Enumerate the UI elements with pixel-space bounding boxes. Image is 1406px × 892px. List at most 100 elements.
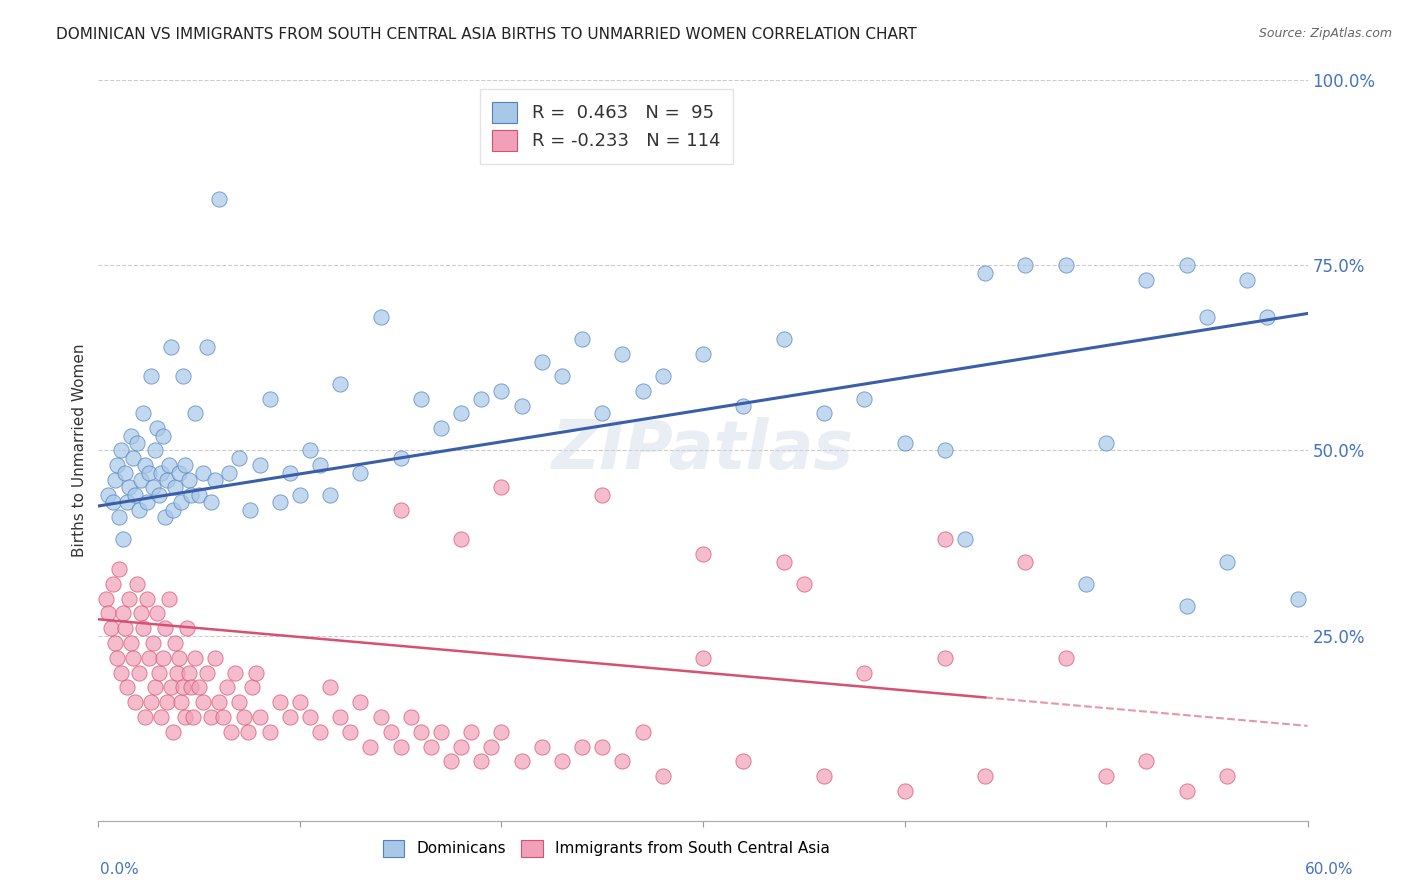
Point [631, 724, 654, 739]
Point [329, 376, 352, 391]
Point [269, 495, 291, 509]
Point [139, 695, 162, 709]
Point [115, 495, 138, 509]
Point [107, 510, 129, 524]
Point [409, 392, 432, 406]
Point [591, 488, 613, 502]
Point [105, 650, 128, 665]
Point [450, 407, 472, 421]
Point [491, 724, 513, 739]
Point [218, 466, 240, 480]
Point [1256, 310, 1278, 325]
Point [245, 665, 267, 680]
Point [114, 466, 136, 480]
Point [195, 665, 218, 680]
Point [110, 665, 132, 680]
Point [193, 466, 215, 480]
Point [162, 724, 184, 739]
Point [217, 681, 239, 695]
Point [612, 347, 634, 361]
Point [236, 724, 259, 739]
Point [389, 739, 412, 754]
Point [934, 443, 956, 458]
Point [530, 354, 553, 368]
Text: 0.0%: 0.0% [100, 863, 139, 877]
Point [772, 555, 794, 569]
Point [1175, 259, 1198, 273]
Point [188, 488, 211, 502]
Point [176, 621, 198, 635]
Point [470, 755, 492, 769]
Point [121, 650, 143, 665]
Point [146, 607, 169, 621]
Point [134, 458, 156, 473]
Point [232, 710, 254, 724]
Point [1135, 755, 1157, 769]
Point [143, 443, 166, 458]
Point [299, 710, 322, 724]
Point [813, 769, 835, 783]
Point [319, 488, 342, 502]
Point [142, 480, 165, 494]
Point [249, 710, 271, 724]
Point [200, 710, 222, 724]
Point [96, 591, 118, 606]
Point [591, 407, 613, 421]
Point [1175, 784, 1198, 798]
Point [156, 695, 179, 709]
Point [180, 488, 202, 502]
Point [110, 443, 132, 458]
Point [124, 695, 146, 709]
Point [153, 621, 176, 635]
Point [1175, 599, 1198, 613]
Text: DOMINICAN VS IMMIGRANTS FROM SOUTH CENTRAL ASIA BIRTHS TO UNMARRIED WOMEN CORREL: DOMINICAN VS IMMIGRANTS FROM SOUTH CENTR… [56, 27, 917, 42]
Point [121, 450, 143, 465]
Point [163, 636, 186, 650]
Point [162, 502, 184, 516]
Point [152, 428, 174, 442]
Point [208, 192, 231, 206]
Point [174, 458, 197, 473]
Point [269, 695, 291, 709]
Point [135, 591, 157, 606]
Point [128, 665, 150, 680]
Point [170, 695, 193, 709]
Point [148, 665, 170, 680]
Point [157, 591, 180, 606]
Point [249, 458, 271, 473]
Point [491, 384, 513, 399]
Point [481, 739, 503, 754]
Point [319, 681, 342, 695]
Point [772, 332, 794, 346]
Point [132, 621, 155, 635]
Point [170, 495, 193, 509]
Point [389, 450, 412, 465]
Point [953, 533, 976, 547]
Point [139, 369, 162, 384]
Point [181, 710, 204, 724]
Y-axis label: Births to Unmarried Women: Births to Unmarried Women [72, 343, 87, 558]
Point [100, 621, 122, 635]
Point [1054, 650, 1077, 665]
Point [893, 784, 915, 798]
Point [813, 407, 835, 421]
Point [470, 392, 492, 406]
Point [259, 392, 281, 406]
Point [1054, 259, 1077, 273]
Point [152, 650, 174, 665]
Point [149, 710, 172, 724]
Point [853, 392, 876, 406]
Point [571, 332, 593, 346]
Point [430, 724, 453, 739]
Point [149, 466, 172, 480]
Legend: Dominicans, Immigrants from South Central Asia: Dominicans, Immigrants from South Centra… [375, 832, 838, 865]
Point [1216, 555, 1239, 569]
Point [420, 739, 443, 754]
Point [278, 466, 301, 480]
Point [125, 576, 148, 591]
Point [309, 458, 332, 473]
Point [430, 421, 453, 435]
Point [1014, 555, 1036, 569]
Point [1236, 273, 1258, 287]
Point [288, 695, 311, 709]
